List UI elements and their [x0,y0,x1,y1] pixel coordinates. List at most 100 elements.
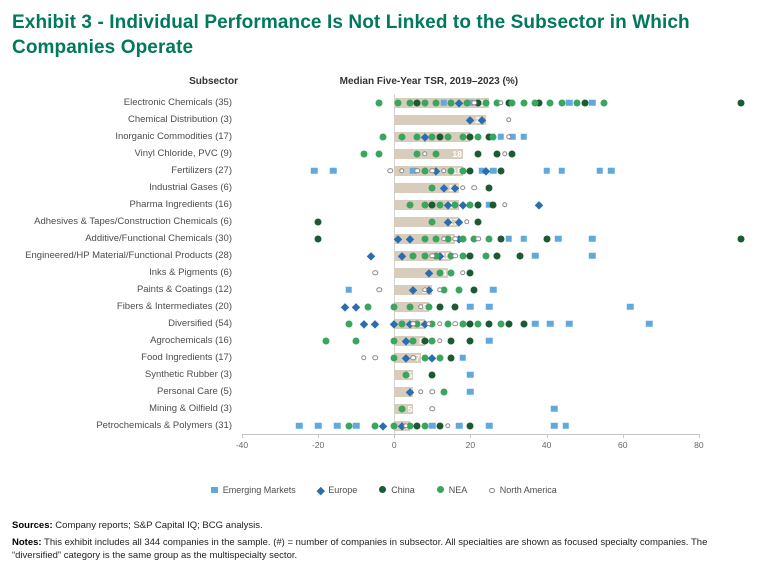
chart-row: Inks & Pigments (6) 14 [12,264,756,282]
row-plot: 5 [242,400,756,418]
data-point-nea [440,286,448,294]
data-point-em [467,303,474,310]
row-label: Agrochemicals (16) [150,335,232,347]
data-point-na [429,167,436,174]
data-point-cn [493,252,501,260]
data-point-nea [390,354,398,362]
data-point-em [467,388,474,395]
legend-marker-open-circle-icon [489,487,495,494]
row-plot: 9 [242,298,756,316]
legend-label: North America [499,485,557,496]
median-value: 15 [440,250,451,261]
legend-label: NEA [448,484,468,495]
data-point-nea [375,150,383,158]
axis-tick [698,434,700,439]
row-plot: 24 [242,111,756,129]
row-plot: 16 [242,230,756,248]
data-point-nea [421,354,429,362]
axis-plot: -40 -20 0 20 40 60 80 [236,434,756,454]
chart-row: Fibers & Intermediates (20) 9 [12,298,756,316]
data-point-em [547,320,554,327]
x-axis: -40 -20 0 20 40 60 80 [12,434,756,454]
data-point-na [376,286,382,293]
axis-tick [318,434,320,439]
data-point-cn [474,99,482,107]
data-point-nea [352,337,360,345]
row-label: Industrial Gases (6) [149,182,232,194]
data-point-cn [516,252,524,260]
data-point-nea [345,422,353,430]
legend-marker-circle-icon [379,486,387,494]
data-point-nea [459,235,467,243]
data-point-nea [508,99,516,107]
data-point-nea [546,99,554,107]
axis-tick-label: -20 [311,440,325,451]
data-point-na [501,150,508,157]
data-point-na [422,150,428,157]
row-plot: 5 [242,366,756,384]
axis-tick [546,434,548,439]
row-label: Personal Care (5) [157,386,232,398]
row-label: Diversified (54) [168,318,232,330]
data-point-na [505,116,512,123]
legend: Emerging Markets Europe China NEA North Amer… [12,480,756,498]
axis-spacer [12,434,242,454]
data-point-nea [375,99,383,107]
data-point-na [460,269,466,276]
chart-row: Chemical Distribution (3) 24 [12,111,756,129]
axis-tick [242,434,243,439]
data-point-na [444,422,451,429]
data-point-cn [314,218,322,226]
data-point-em [345,286,352,293]
data-point-cn [466,252,474,260]
data-point-nea [493,99,501,107]
data-point-nea [573,99,581,107]
data-point-em [314,422,322,429]
data-point-nea [436,201,444,209]
legend-marker-circle-icon [436,486,444,494]
data-point-cn [485,320,493,328]
data-point-cn [466,167,474,175]
data-point-em [531,320,539,327]
data-point-nea [345,320,353,328]
data-point-cn [737,235,745,243]
data-point-nea [482,99,490,107]
data-point-na [418,388,424,395]
row-plot: 4 [242,417,756,435]
column-header-subsector: Subsector [189,76,238,88]
chart-row: Additive/Functional Chemicals (30) 16 [12,230,756,248]
axis-tick-label: 20 [465,440,476,451]
data-point-nea [413,150,421,158]
data-point-cn [489,201,497,209]
data-point-nea [432,235,440,243]
chart-row: Food Ingredients (17) 7 [12,349,756,367]
row-plot: 20 [242,128,756,146]
axis-tick-label: 0 [391,440,397,451]
data-point-eu [378,421,387,430]
data-point-nea [428,184,436,192]
data-point-nea [463,99,471,107]
data-point-na [372,269,379,276]
row-plot: 18 [242,162,756,180]
data-point-cn [485,184,493,192]
data-point-nea [398,133,406,141]
chart-row: Industrial Gases (6) 17 [12,179,756,197]
row-plot: 14 [242,264,756,282]
data-point-eu [359,319,368,328]
row-label: Inorganic Commodities (17) [115,131,232,143]
chart-row: Pharma Ingredients (16) 17 [12,196,756,214]
data-point-nea [402,371,410,379]
data-point-nea [409,252,417,260]
row-plot: 15 [242,247,756,265]
row-label: Paints & Coatings (12) [136,284,232,296]
row-plot: 17 [242,179,756,197]
data-point-em [589,252,596,259]
data-point-em [486,337,493,344]
chart-row: Adhesives & Tapes/Construction Chemicals… [12,213,756,231]
data-point-nea [406,99,413,107]
data-point-em [646,320,653,327]
legend-marker-diamond-icon [316,486,325,495]
data-point-em [486,422,493,429]
data-point-cn [436,303,444,311]
